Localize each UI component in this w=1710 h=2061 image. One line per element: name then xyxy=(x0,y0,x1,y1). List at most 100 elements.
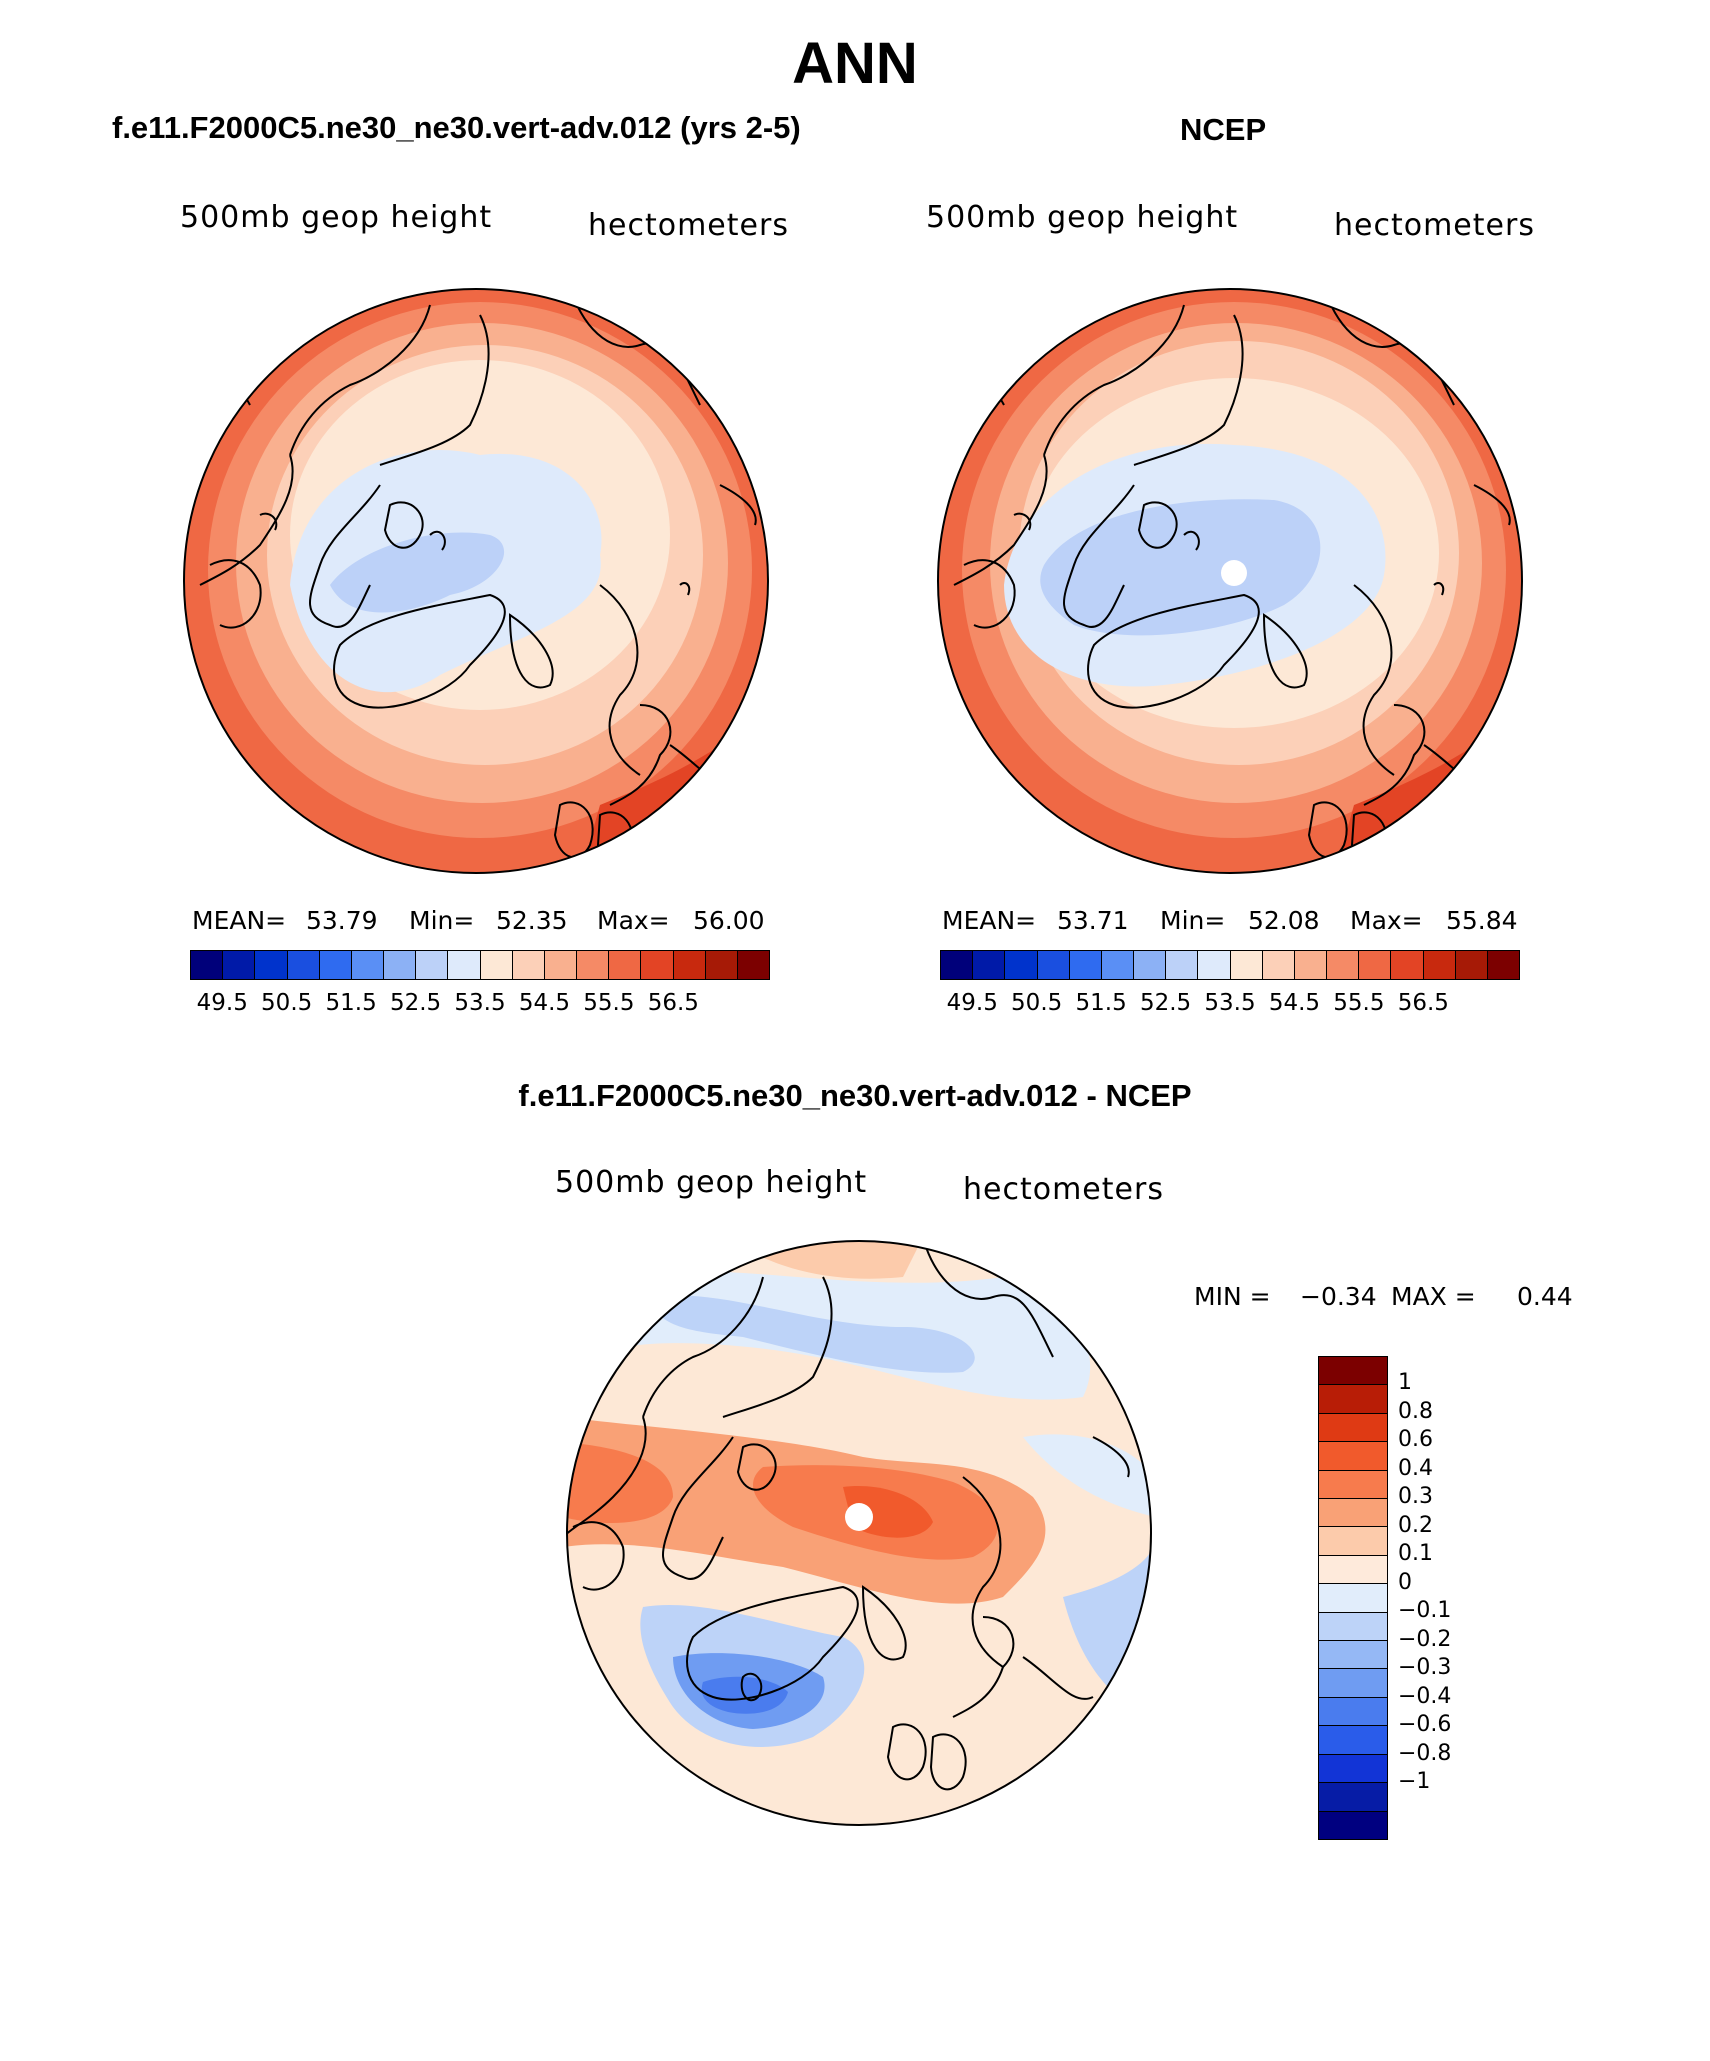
difference-max-label: MAX = xyxy=(1391,1282,1476,1311)
contour-band-52.5 xyxy=(1040,499,1321,636)
colorbar-tick-label: 56.5 xyxy=(647,990,699,1016)
colorbar-swatch xyxy=(1327,951,1360,979)
colorbar-swatch xyxy=(1319,1783,1387,1812)
pole-missing-data-marker xyxy=(1221,560,1247,586)
coastlines xyxy=(567,1241,1130,1791)
colorbar-swatch xyxy=(1134,951,1167,979)
panel-1-units-label: hectometers xyxy=(588,208,789,243)
colorbar-swatch xyxy=(1319,1584,1387,1613)
colorbar-swatch xyxy=(1391,951,1424,979)
difference-colorbar xyxy=(1318,1356,1388,1840)
colorbar-swatch xyxy=(1423,951,1456,979)
colorbar-swatch xyxy=(1230,951,1263,979)
panel-1-header: f.e11.F2000C5.ne30_ne30.vert-adv.012 (yr… xyxy=(112,110,801,145)
colorbar-tick-label: 0.8 xyxy=(1398,1398,1433,1424)
colorbar-swatch xyxy=(223,951,256,979)
contour-band-neg0.2 xyxy=(653,1295,975,1373)
colorbar-swatch xyxy=(1069,951,1102,979)
colorbar-swatch xyxy=(673,951,706,979)
panel-1-max-label: Max= xyxy=(597,906,670,935)
colorbar-tick-label: 52.5 xyxy=(389,990,442,1016)
coastlines xyxy=(199,289,757,869)
colorbar-tick-label: 53.5 xyxy=(454,990,506,1016)
panel-2-header: NCEP xyxy=(1180,112,1267,147)
colorbar-swatch xyxy=(448,951,481,979)
colorbar-swatch xyxy=(1319,1499,1387,1528)
difference-min-value: −0.34 xyxy=(1300,1282,1377,1311)
colorbar-tick-label: 49.5 xyxy=(946,990,998,1016)
difference-min-label: MIN = xyxy=(1194,1282,1271,1311)
colorbar-swatch xyxy=(1319,1641,1387,1670)
colorbar-swatch xyxy=(1319,1669,1387,1698)
colorbar-swatch xyxy=(609,951,642,979)
colorbar-swatch xyxy=(1166,951,1199,979)
colorbar-swatch xyxy=(1319,1385,1387,1414)
colorbar-swatch xyxy=(1101,951,1135,979)
coastlines xyxy=(953,289,1511,869)
panel-2-min-label: Min= xyxy=(1160,906,1226,935)
difference-max-value: 0.44 xyxy=(1517,1282,1573,1311)
panel-1-min-value: 52.35 xyxy=(496,906,568,935)
colorbar-tick-label: 53.5 xyxy=(1204,990,1256,1016)
colorbar-swatch xyxy=(1319,1754,1387,1784)
colorbar-swatch xyxy=(705,951,738,979)
colorbar-swatch xyxy=(1319,1357,1387,1386)
colorbar-swatch xyxy=(1319,1811,1387,1839)
colorbar-tick-label: 56.5 xyxy=(1397,990,1449,1016)
colorbar-swatch xyxy=(641,951,674,979)
panel-2-max-value: 55.84 xyxy=(1446,906,1518,935)
colorbar-swatch xyxy=(1198,951,1231,979)
colorbar-tick-label: −1 xyxy=(1398,1769,1431,1795)
panel-2-max-label: Max= xyxy=(1350,906,1423,935)
colorbar-swatch xyxy=(1487,951,1520,979)
panel-2-mean-label: MEAN= xyxy=(942,906,1037,935)
panel-2-variable-label: 500mb geop height xyxy=(926,200,1239,235)
difference-polar-map xyxy=(566,1240,1152,1826)
contour-band-neg0.1-b xyxy=(1023,1434,1151,1517)
colorbar-tick-label: −0.6 xyxy=(1398,1712,1452,1738)
colorbar-swatch xyxy=(1319,1470,1387,1500)
colorbar-swatch xyxy=(191,951,224,979)
panel-2-colorbar xyxy=(940,950,1520,980)
difference-header: f.e11.F2000C5.ne30_ne30.vert-adv.012 - N… xyxy=(518,1078,1192,1113)
colorbar-swatch xyxy=(1319,1697,1387,1727)
colorbar-tick-label: 55.5 xyxy=(583,990,635,1016)
panel-1-colorbar xyxy=(190,950,770,980)
colorbar-swatch xyxy=(941,951,974,979)
panel-1-min-label: Min= xyxy=(409,906,475,935)
colorbar-tick-label: −0.1 xyxy=(1398,1598,1452,1624)
colorbar-tick-label: −0.4 xyxy=(1398,1683,1452,1709)
colorbar-tick-label: 0.2 xyxy=(1398,1512,1433,1538)
colorbar-swatch xyxy=(1359,951,1392,979)
difference-variable-label: 500mb geop height xyxy=(555,1165,868,1200)
colorbar-swatch xyxy=(544,951,578,979)
difference-colorbar-ticks: 1 0.8 0.6 0.4 0.3 0.2 0.1 0 −0.1 −0.2 −0.3 −0.4 −0.6… xyxy=(1398,1356,1518,1840)
colorbar-swatch xyxy=(1455,951,1488,979)
colorbar-swatch xyxy=(351,951,385,979)
panel-1-mean-label: MEAN= xyxy=(192,906,287,935)
colorbar-swatch xyxy=(416,951,449,979)
colorbar-swatch xyxy=(1005,951,1038,979)
colorbar-tick-label: 0.6 xyxy=(1398,1427,1433,1453)
pole-missing-data-marker xyxy=(845,1503,873,1531)
colorbar-swatch xyxy=(1294,951,1328,979)
panel-2-mean-value: 53.71 xyxy=(1057,906,1129,935)
colorbar-tick-label: 0.1 xyxy=(1398,1541,1433,1567)
panel-1-colorbar-ticks: 49.5 50.5 51.5 52.5 53.5 54.5 55.5 56.5 xyxy=(190,990,770,1020)
colorbar-swatch xyxy=(1319,1555,1387,1585)
panel-1-max-value: 56.00 xyxy=(693,906,765,935)
panel-2-polar-map xyxy=(937,288,1523,874)
panel-2-colorbar-ticks: 49.5 50.5 51.5 52.5 53.5 54.5 55.5 56.5 xyxy=(940,990,1520,1020)
map-boundary xyxy=(183,288,769,874)
colorbar-swatch xyxy=(1319,1527,1387,1556)
colorbar-tick-label: 51.5 xyxy=(1075,990,1127,1016)
colorbar-tick-label: 0 xyxy=(1398,1569,1412,1595)
colorbar-tick-label: 51.5 xyxy=(325,990,377,1016)
colorbar-swatch xyxy=(973,951,1006,979)
contour-band-0.3-0.4a xyxy=(567,1442,673,1523)
colorbar-tick-label: −0.8 xyxy=(1398,1740,1452,1766)
colorbar-swatch xyxy=(384,951,417,979)
panel-1-mean-value: 53.79 xyxy=(306,906,378,935)
colorbar-swatch xyxy=(1262,951,1295,979)
contour-band-52.5 xyxy=(330,532,505,613)
